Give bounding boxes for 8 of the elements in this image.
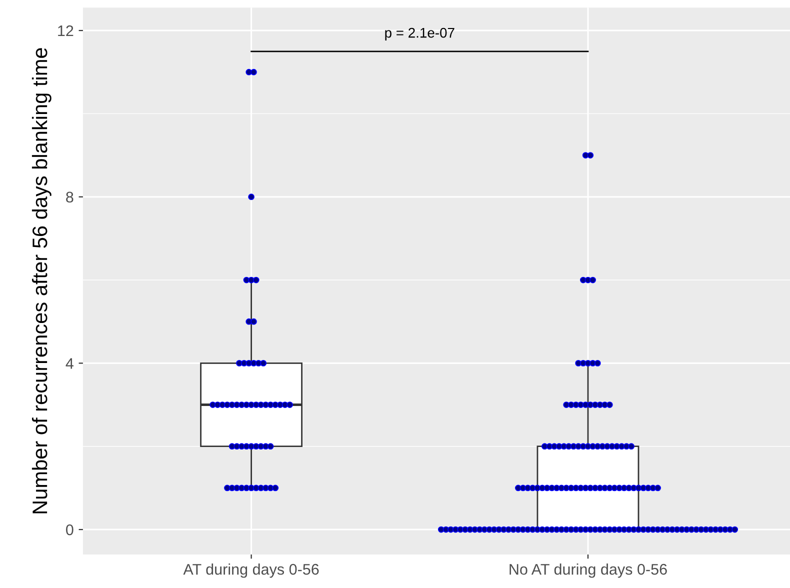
y-tick-label: 12 [58,25,74,36]
y-axis-title: Number of recurrences after 56 days blanking time [32,48,52,514]
y-tick-label: 8 [66,192,74,203]
x-tick-label: No AT during days 0-56 [510,564,667,578]
x-tick-label: AT during days 0-56 [183,564,319,578]
y-tick-label: 4 [66,358,74,369]
annotation: p = 2.1e-07 [385,28,454,40]
y-tick-label: 0 [66,524,74,536]
